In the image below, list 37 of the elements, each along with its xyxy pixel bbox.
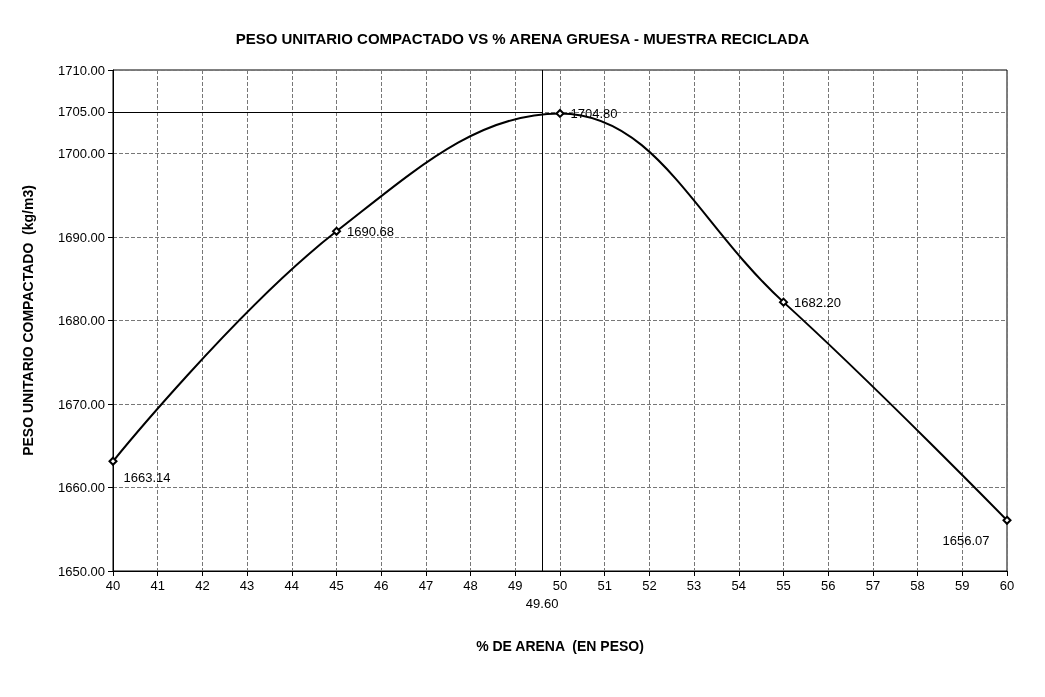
- x-tick-label: 57: [865, 578, 881, 593]
- y-tick-label: 1650.00: [58, 563, 105, 579]
- x-tick-label: 56: [820, 578, 836, 593]
- x-tick-label: 43: [239, 578, 255, 593]
- data-label: 1682.20: [794, 294, 841, 310]
- x-tick-label: 49: [508, 578, 523, 593]
- x-tick-label: 50: [552, 578, 568, 593]
- data-label: 1690.68: [347, 223, 394, 239]
- y-tick-label: 1690.00: [58, 229, 105, 245]
- x-tick-label: 46: [373, 578, 389, 593]
- x-tick-label: 47: [418, 578, 434, 593]
- data-label: 1663.14: [123, 469, 171, 485]
- y-axis-title: PESO UNITARIO COMPACTADO (kg/m3): [20, 185, 36, 456]
- chart-title: PESO UNITARIO COMPACTADO VS % ARENA GRUESA - MUESTRA RECICLADA: [235, 30, 810, 47]
- x-tick-label: 58: [910, 578, 925, 593]
- x-tick-label: 54: [731, 578, 747, 593]
- x-tick-label: 52: [642, 578, 657, 593]
- x-tick-label: 53: [686, 578, 702, 593]
- x-tick-label: 59: [955, 578, 970, 593]
- y-tick-label: 1700.00: [58, 146, 105, 161]
- x-tick-label: 41: [150, 578, 165, 593]
- x-tick-label: 42: [195, 578, 210, 593]
- y-tick-label: 1660.00: [58, 480, 105, 495]
- y-tick-label: 1670.00: [58, 396, 105, 412]
- x-tick-label: 40: [105, 578, 121, 593]
- x-tick-label: 60: [999, 578, 1015, 593]
- x-tick-label: 44: [284, 578, 300, 593]
- x-tick-label: 51: [597, 578, 612, 593]
- data-label: 1656.07: [942, 532, 990, 548]
- ref-line-label: 49.60: [525, 596, 559, 611]
- x-tick-label: 48: [463, 578, 478, 593]
- x-tick-label: 45: [329, 578, 344, 593]
- x-tick-label: 55: [776, 578, 791, 593]
- y-tick-label: 1680.00: [58, 313, 105, 328]
- y-tick-label: 1710.00: [58, 62, 105, 78]
- x-axis-title: % DE ARENA (EN PESO): [476, 638, 644, 654]
- y-tick-label: 1705.00: [58, 104, 105, 120]
